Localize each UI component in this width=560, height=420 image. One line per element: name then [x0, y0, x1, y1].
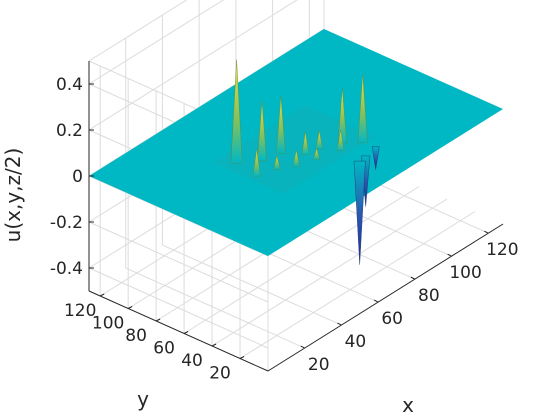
- y-tick-label: 100: [92, 314, 124, 334]
- x-tick-label: 40: [345, 332, 367, 352]
- y-tick-mark: [211, 343, 217, 347]
- x-tick-label: 20: [308, 355, 330, 375]
- z-axis-label: u(x,y,z/2): [1, 148, 25, 243]
- z-tick-label: -0.4: [50, 259, 83, 279]
- x-tick-mark: [410, 276, 416, 280]
- y-tick-label: 40: [181, 351, 203, 371]
- surface-peak: [230, 59, 243, 164]
- y-axis-line: [88, 290, 269, 372]
- grid-line-floor-y: [239, 211, 476, 359]
- surface-peak: [257, 100, 267, 162]
- x-tick-mark: [373, 299, 379, 303]
- surface-trough: [371, 146, 380, 170]
- y-tick-mark: [99, 293, 105, 297]
- surface-peak: [313, 147, 321, 160]
- x-tick-mark: [484, 230, 489, 234]
- grid-line-floor-y: [211, 198, 448, 347]
- z-tick-label: -0.2: [50, 213, 83, 233]
- x-tick-label: 100: [449, 263, 481, 283]
- surface-trough: [353, 160, 366, 265]
- box-edge: [88, 0, 188, 62]
- surface-peak: [301, 131, 310, 155]
- y-axis-label: y: [137, 387, 149, 411]
- x-tick-mark: [300, 345, 305, 349]
- x-tick-label: 60: [381, 309, 403, 329]
- surface-peak: [357, 73, 368, 144]
- surface-peak: [276, 95, 286, 154]
- surface-peak: [336, 129, 345, 151]
- axes-lines: [88, 61, 504, 372]
- surface-peak: [273, 155, 281, 170]
- y-tick-label: 80: [125, 326, 147, 346]
- z-tick-label: 0.2: [56, 121, 83, 141]
- y-tick-mark: [155, 318, 161, 322]
- x-tick-mark: [447, 253, 452, 257]
- y-tick-mark: [183, 331, 189, 334]
- surface-peak: [252, 148, 261, 177]
- x-axis-label: x: [402, 393, 414, 417]
- grid-line-floor-y: [183, 186, 420, 334]
- axis-labels: x y u(x,y,z/2): [1, 148, 414, 417]
- y-tick-mark: [239, 356, 245, 359]
- surface-peak: [292, 150, 301, 167]
- surface-plane: [89, 29, 503, 256]
- y-tick-label: 20: [209, 364, 231, 384]
- z-tick-label: 0.4: [56, 75, 83, 95]
- y-tick-mark: [127, 306, 133, 309]
- y-tick-label: 120: [64, 301, 96, 321]
- grid-line-floor-x: [162, 244, 342, 326]
- grid-line-floor-x: [125, 267, 305, 349]
- surface-peak: [315, 130, 323, 150]
- z-tick-label: 0: [72, 167, 83, 187]
- surface: [89, 29, 503, 265]
- y-tick-label: 60: [153, 339, 175, 359]
- x-tick-label: 120: [486, 240, 518, 260]
- x-tick-label: 80: [418, 286, 440, 306]
- x-tick-mark: [337, 322, 342, 326]
- tick-labels: 2040608010012020406080100120-0.4-0.200.2…: [50, 75, 519, 384]
- x-axis-line: [267, 223, 504, 372]
